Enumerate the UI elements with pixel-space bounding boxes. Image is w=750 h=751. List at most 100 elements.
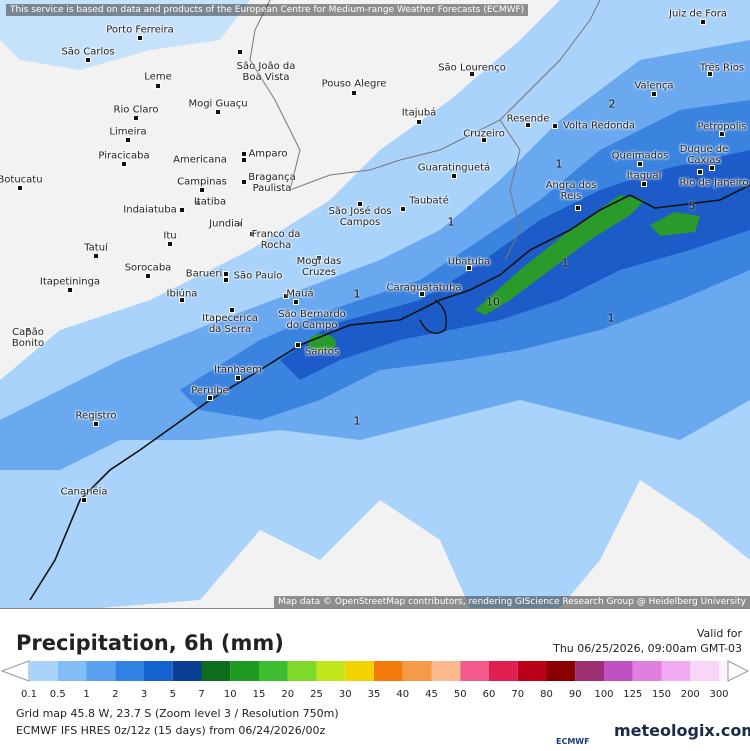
contour-label: 10 <box>486 295 500 309</box>
city-marker <box>85 57 91 63</box>
city-marker <box>155 83 161 89</box>
bar-tick-label: 70 <box>511 689 525 700</box>
city-label: Itapecerica da Serra <box>202 313 258 335</box>
precip-green-2 <box>650 212 700 236</box>
bar-tick-label: 15 <box>252 689 266 700</box>
city-label: Caraguatatuba <box>386 282 462 294</box>
bar-tick-label: 2 <box>112 689 119 700</box>
ecmwf-notice: This service is based on data and produc… <box>6 4 529 16</box>
city-marker <box>316 255 322 261</box>
city-marker <box>17 185 23 191</box>
city-label: Juiz de Fora <box>669 8 727 20</box>
city-marker <box>229 307 235 313</box>
city-label: Indaiatuba <box>123 204 177 216</box>
bar-tick-label: 10 <box>223 689 237 700</box>
ecmwf-logo: ECMWF <box>556 737 590 746</box>
bar-swatch <box>374 661 403 681</box>
bar-tick-label: 7 <box>198 689 205 700</box>
city-marker <box>93 421 99 427</box>
city-marker <box>241 157 247 163</box>
contour-label: 1 <box>561 256 569 270</box>
precip-medium <box>0 40 750 470</box>
bar-swatch <box>316 661 346 681</box>
contour-label: 5 <box>688 199 696 213</box>
bar-swatch <box>259 661 288 681</box>
city-marker <box>400 206 406 212</box>
contour-label: 1 <box>447 215 455 229</box>
city-marker <box>137 35 143 41</box>
bar-tick-label: 150 <box>651 689 672 700</box>
city-label: Rio de Janeiro <box>679 177 749 189</box>
map-attribution: Map data © OpenStreetMap contributors, r… <box>274 596 750 608</box>
city-marker <box>67 287 73 293</box>
city-label: Amparo <box>248 148 288 160</box>
city-marker <box>552 123 558 129</box>
city-label: Registro <box>75 410 117 422</box>
model-info: ECMWF IFS HRES 0z/12z (15 days) from 06/… <box>16 724 326 737</box>
bar-end-arrow <box>727 660 750 682</box>
bar-swatch <box>172 661 202 681</box>
city-label: Três Rios <box>699 62 745 74</box>
city-label: Barueri <box>185 268 223 280</box>
city-label: Tatuí <box>84 242 108 254</box>
city-marker <box>637 161 643 167</box>
contour-label: 1 <box>353 414 361 428</box>
city-marker <box>237 221 243 227</box>
city-label: Pouso Alegre <box>321 78 387 90</box>
city-label: Ibiúna <box>166 288 198 300</box>
city-marker <box>195 200 201 206</box>
bar-swatch <box>287 661 317 681</box>
city-label: São José dos Campos <box>328 206 392 228</box>
city-marker <box>235 375 241 381</box>
city-marker <box>179 297 185 303</box>
city-label: Leme <box>144 71 172 83</box>
precip-green <box>475 195 645 315</box>
city-marker <box>469 71 475 77</box>
city-label: São Bernardo do Campo <box>278 309 346 331</box>
city-label: Queimados <box>611 150 669 162</box>
bar-tick-label: 0.1 <box>21 689 37 700</box>
city-label: Cananéia <box>60 486 108 498</box>
bar-swatch <box>402 661 432 681</box>
grid-info: Grid map 45.8 W, 23.7 S (Zoom level 3 / … <box>16 707 339 720</box>
valid-time: Thu 06/25/2026, 09:00am GMT-03 <box>553 642 742 655</box>
state-border-2 <box>499 119 521 261</box>
city-label: Bragança Paulista <box>248 172 296 194</box>
city-marker <box>249 231 255 237</box>
city-marker <box>709 165 715 171</box>
city-label: Resende <box>506 113 550 125</box>
city-marker <box>651 91 657 97</box>
bar-tick-label: 30 <box>338 689 352 700</box>
bar-swatch <box>230 661 259 681</box>
bar-swatch <box>575 661 604 681</box>
city-label: Rio Claro <box>113 104 159 116</box>
bar-tick-label: 45 <box>425 689 438 700</box>
bar-tick-label: 200 <box>680 689 700 700</box>
city-label: Jundiaí <box>209 218 243 230</box>
bar-tick-label: 40 <box>396 689 410 700</box>
bar-tick-label: 90 <box>568 689 582 700</box>
city-marker <box>707 71 713 77</box>
contour-1 <box>419 299 447 334</box>
contour-label: 1 <box>353 287 361 301</box>
bar-tick-label: 1 <box>83 689 90 700</box>
city-label: Mogi Guaçu <box>188 98 248 110</box>
bar-swatch <box>86 661 116 681</box>
city-label: Itaguaí <box>626 170 662 182</box>
bar-start-arrow <box>0 660 30 682</box>
brand-logo: meteologix.com <box>614 721 750 740</box>
city-marker <box>419 291 425 297</box>
coastline <box>29 184 750 601</box>
bar-swatch <box>345 661 374 681</box>
legend-title: Precipitation, 6h (mm) <box>16 631 284 655</box>
bar-swatch <box>201 661 231 681</box>
city-label: Peruíbe <box>191 385 229 397</box>
bar-tick-label: 0.5 <box>49 689 66 700</box>
bar-tick-label: 5 <box>169 689 176 700</box>
valid-label: Valid for <box>696 627 742 640</box>
city-marker <box>199 187 205 193</box>
city-label: São Lourenço <box>438 62 506 74</box>
bar-tick-label: 20 <box>281 689 295 700</box>
city-marker <box>223 271 229 277</box>
